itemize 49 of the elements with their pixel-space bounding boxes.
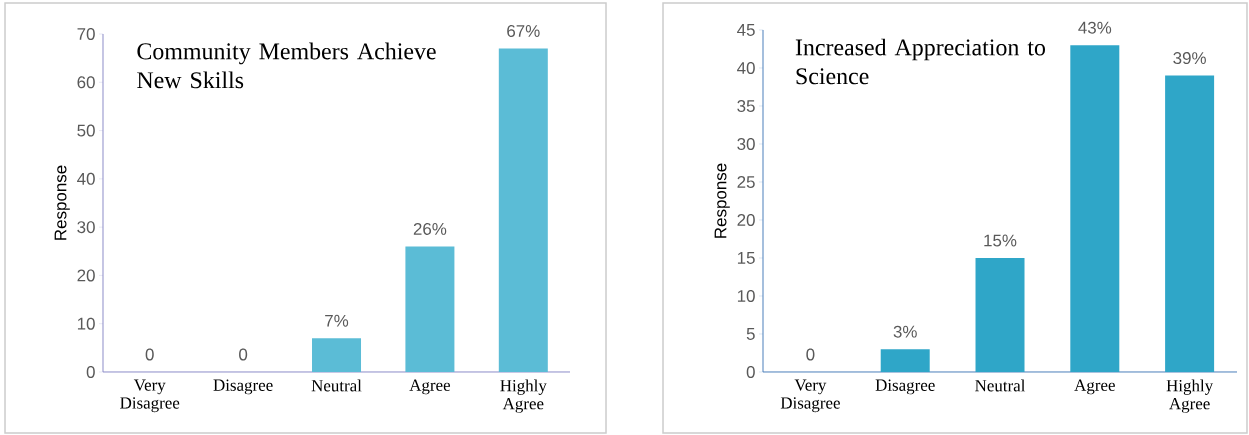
bar — [975, 257, 1025, 372]
y-tick-label: 30 — [737, 137, 755, 150]
y-tick-label: 5 — [746, 328, 755, 340]
data-label: 39% — [1173, 52, 1206, 65]
y-axis-title: Response — [714, 163, 730, 238]
bar — [405, 246, 455, 372]
bar — [1165, 75, 1215, 372]
x-tick-label: Disagree — [875, 379, 935, 395]
data-label: 7% — [325, 314, 349, 327]
data-label: 0 — [806, 348, 815, 361]
y-tick-label: 45 — [737, 24, 755, 36]
x-tick-label: Agree — [409, 379, 451, 395]
x-tick-label: Disagree — [213, 379, 273, 395]
y-tick-label: 40 — [737, 61, 755, 74]
y-tick-label: 0 — [746, 365, 755, 378]
y-tick-label: 70 — [77, 27, 95, 40]
x-tick-label: Very Disagree — [780, 379, 840, 413]
y-tick-label: 10 — [737, 289, 755, 302]
y-tick-label: 20 — [737, 213, 755, 226]
y-tick-label: 15 — [737, 252, 755, 264]
data-label: 15% — [984, 234, 1017, 247]
y-tick-label: 20 — [77, 269, 95, 282]
bar — [880, 349, 930, 372]
y-axis-title: Response — [54, 165, 70, 240]
y-tick-label: 10 — [77, 317, 95, 330]
data-label: 3% — [893, 325, 917, 338]
y-tick-label: 25 — [737, 175, 755, 188]
x-tick-label: Highly Agree — [500, 379, 547, 413]
bar — [1070, 45, 1120, 372]
data-label: 0 — [239, 348, 248, 361]
x-tick-label: Very Disagree — [120, 379, 180, 413]
data-label: 43% — [1078, 21, 1112, 34]
bar — [498, 48, 548, 372]
x-tick-label: Agree — [1074, 379, 1115, 395]
text: Community Members Achieve New Skills — [137, 42, 436, 89]
data-label: 0 — [145, 348, 154, 361]
x-tick-label: Neutral — [311, 379, 362, 392]
y-tick-label: 50 — [77, 124, 95, 137]
y-tick-label: 35 — [737, 99, 755, 112]
y-tick-label: 60 — [77, 76, 95, 89]
y-tick-label: 30 — [77, 221, 95, 234]
data-label: 26% — [413, 222, 447, 235]
y-tick-label: 0 — [86, 365, 95, 378]
x-tick-label: Neutral — [975, 379, 1026, 392]
x-tick-label: Highly Agree — [1166, 379, 1214, 413]
text: Increased Appreciation to Science — [795, 38, 1046, 85]
bar — [312, 338, 362, 372]
data-label: 67% — [507, 24, 540, 37]
y-tick-label: 40 — [77, 172, 95, 185]
